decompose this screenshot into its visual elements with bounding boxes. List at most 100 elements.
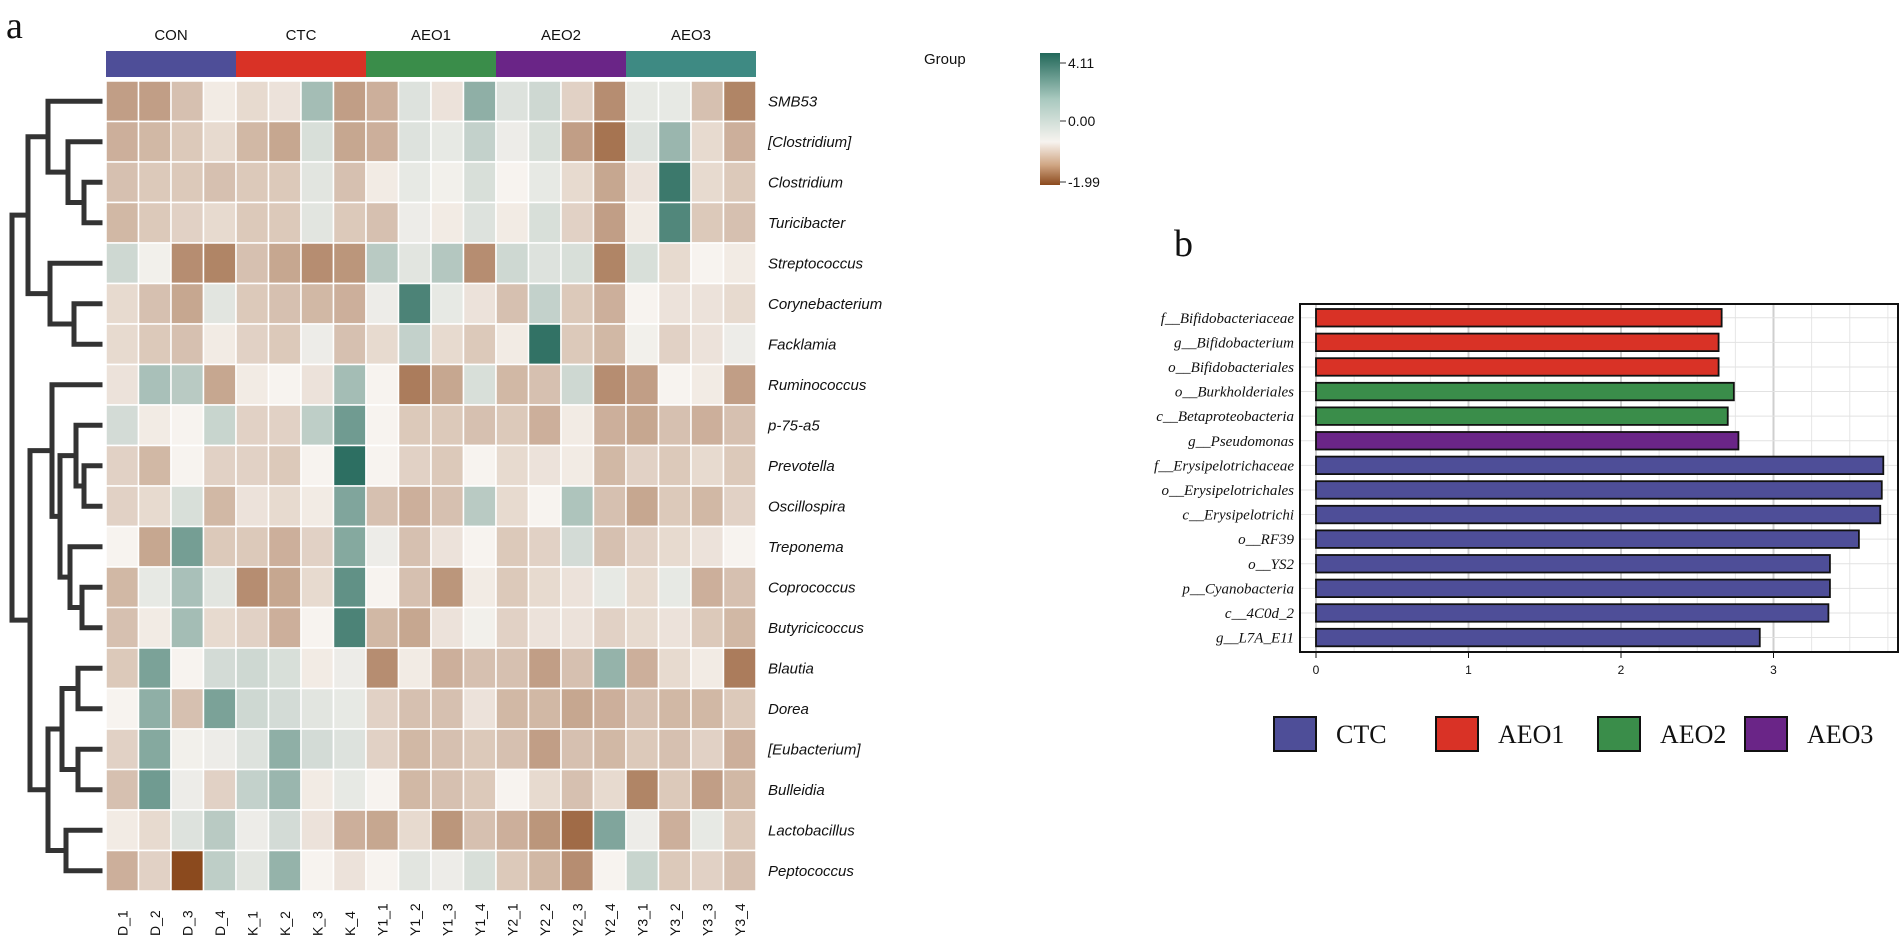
heatmap-cell [365, 728, 400, 771]
heatmap-cell [560, 728, 595, 771]
heatmap-cell [332, 201, 367, 244]
row-dendrogram [9, 98, 103, 874]
column-label: Y2_1 [504, 903, 520, 936]
heatmap-cell [495, 444, 530, 487]
column-label: Y3_3 [699, 903, 715, 936]
heatmap-cell [267, 323, 302, 366]
heatmap-cell [235, 282, 270, 325]
heatmap-cell [527, 363, 562, 406]
heatmap-cell [397, 282, 432, 325]
heatmap-cell [300, 525, 335, 568]
column-label: D_1 [114, 910, 130, 936]
column-label: D_3 [179, 910, 195, 936]
heatmap-cell [560, 404, 595, 447]
heatmap-cell [690, 323, 725, 366]
heatmap-cells [105, 80, 757, 892]
row-labels: SMB53 [Clostridium] Clostridium Turicibacte… [767, 93, 882, 880]
heatmap-cell [527, 687, 562, 730]
heatmap-cell [267, 363, 302, 406]
heatmap-cell [137, 849, 172, 892]
heatmap-cell [332, 566, 367, 609]
heatmap-cell [430, 404, 465, 447]
heatmap-cell [722, 323, 757, 366]
heatmap-cell [170, 161, 205, 204]
heatmap-cell [495, 201, 530, 244]
bar [1315, 332, 1720, 353]
row-label: Butyricicoccus [768, 620, 864, 637]
heatmap-cell [560, 201, 595, 244]
heatmap-cell [105, 485, 140, 528]
heatmap-cell [202, 768, 237, 811]
heatmap-cell [267, 404, 302, 447]
heatmap-cell [592, 201, 627, 244]
bar-category-labels: f__Bifidobacteriaceae g__Bifidobacteriumo… [1154, 311, 1294, 647]
heatmap-cell [267, 647, 302, 690]
heatmap-cell [462, 606, 497, 649]
heatmap-cell [495, 809, 530, 852]
legend-swatch-ctc [1273, 716, 1317, 752]
heatmap-cell [495, 161, 530, 204]
heatmap-cell [365, 485, 400, 528]
heatmap-cell [170, 647, 205, 690]
heatmap-cell [495, 80, 530, 123]
bar-category-label: c__4C0d_2 [1225, 606, 1295, 622]
heatmap-cell [332, 485, 367, 528]
heatmap-cell [462, 809, 497, 852]
heatmap-cell [722, 363, 757, 406]
heatmap-cell [365, 809, 400, 852]
heatmap-cell [170, 120, 205, 163]
bar-chart-frame [1299, 303, 1899, 653]
row-label: Clostridium [768, 174, 843, 191]
row-label: Dorea [768, 701, 809, 718]
heatmap-cell [202, 485, 237, 528]
heatmap-cell [592, 687, 627, 730]
heatmap-cell [137, 282, 172, 325]
heatmap-cell [202, 566, 237, 609]
bar-category-label: p__Cyanobacteria [1181, 581, 1294, 597]
heatmap-cell [332, 444, 367, 487]
bar-chart-background [1300, 304, 1898, 652]
heatmap-cell [332, 809, 367, 852]
bar [1315, 504, 1882, 525]
heatmap-cell [657, 768, 692, 811]
heatmap-cell [657, 282, 692, 325]
heatmap-cell [657, 485, 692, 528]
bar-chart-gridlines [1300, 304, 1898, 652]
heatmap-cell [462, 728, 497, 771]
heatmap-cell [462, 485, 497, 528]
heatmap-cell [560, 647, 595, 690]
heatmap-cell [462, 80, 497, 123]
heatmap-cell [592, 80, 627, 123]
legend-label: AEO3 [1807, 720, 1873, 749]
heatmap-cell [592, 242, 627, 285]
heatmap-cell [137, 201, 172, 244]
legend-label: CTC [1336, 720, 1387, 749]
heatmap-cell [397, 201, 432, 244]
heatmap-cell [690, 363, 725, 406]
panel-label-b: b [1174, 223, 1193, 265]
bar-legend: CTC AEO1 AEO2 AEO3 [1273, 716, 1873, 752]
bar-category-label: f__Bifidobacteriaceae [1161, 311, 1295, 327]
bar [1315, 308, 1723, 328]
heatmap-cell [495, 404, 530, 447]
heatmap-cell [300, 728, 335, 771]
bar [1315, 381, 1735, 402]
heatmap-cell [235, 161, 270, 204]
heatmap-cell [137, 525, 172, 568]
heatmap-cell [657, 809, 692, 852]
heatmap-cell [137, 728, 172, 771]
heatmap-cell [690, 647, 725, 690]
group-color-bar [106, 51, 756, 77]
heatmap-cell [365, 80, 400, 123]
heatmap-cell [300, 282, 335, 325]
heatmap-cell [365, 201, 400, 244]
heatmap-cell [267, 444, 302, 487]
heatmap-cell [397, 363, 432, 406]
colorbar: 4.11 0.00 -1.99 [1040, 53, 1100, 190]
bar-x-tick-label: 0 [1313, 663, 1320, 677]
row-label: Oscillospira [768, 498, 846, 515]
heatmap-cell [105, 687, 140, 730]
heatmap-cell [430, 728, 465, 771]
row-label: Facklamia [768, 336, 836, 353]
heatmap-cell [300, 80, 335, 123]
